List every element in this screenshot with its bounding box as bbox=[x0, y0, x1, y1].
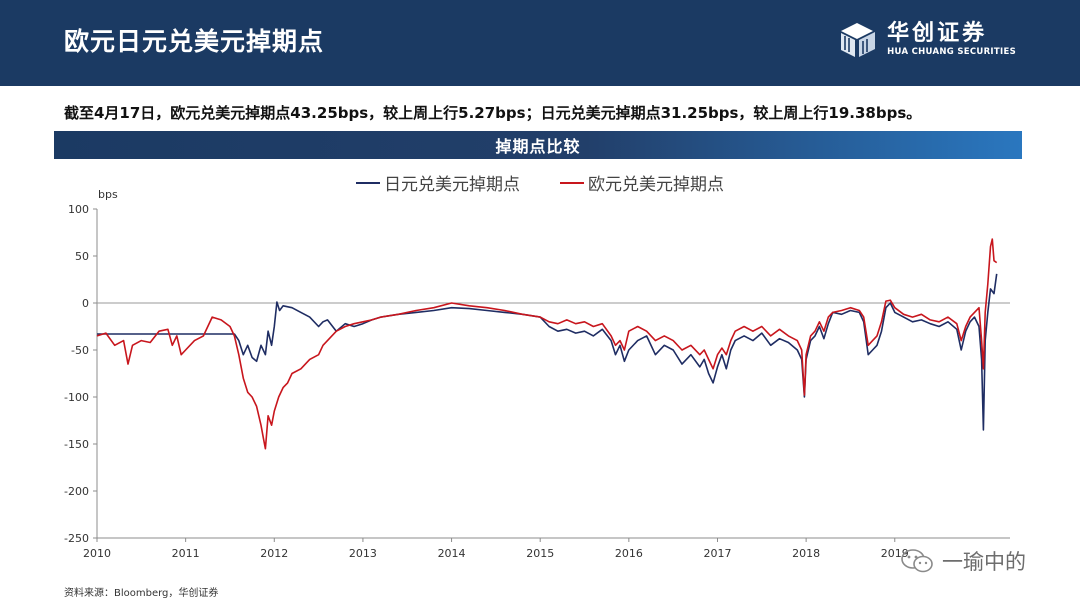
brand-cube-icon bbox=[841, 23, 876, 57]
brand-name-cn: 华创证券 bbox=[887, 21, 988, 46]
y-tick-label: -50 bbox=[71, 344, 89, 357]
source-note: 资料来源：Bloomberg，华创证券 bbox=[64, 588, 219, 599]
x-tick-label: 2011 bbox=[172, 547, 200, 560]
summary-text: 截至4月17日，欧元兑美元掉期点43.25bps，较上周上行5.27bps；日元… bbox=[64, 104, 922, 122]
x-tick-label: 2018 bbox=[792, 547, 820, 560]
legend-item-eur: 欧元兑美元掉期点 bbox=[560, 170, 724, 195]
chart-title: 掉期点比较 bbox=[495, 137, 581, 156]
x-tick-label: 2013 bbox=[349, 547, 377, 560]
x-tick-label: 2014 bbox=[438, 547, 466, 560]
y-tick-label: 50 bbox=[75, 250, 89, 263]
x-tick-label: 2015 bbox=[526, 547, 554, 560]
wechat-watermark: 一瑜中的 bbox=[900, 546, 1026, 576]
x-tick-label: 2017 bbox=[703, 547, 731, 560]
y-tick-label: 100 bbox=[68, 203, 89, 216]
series-line-jpy bbox=[97, 273, 998, 431]
chart-legend: 日元兑美元掉期点 欧元兑美元掉期点 bbox=[0, 170, 1080, 195]
series-line-eur bbox=[96, 238, 998, 450]
y-tick-label: -200 bbox=[64, 485, 89, 498]
chart-title-bar: 掉期点比较 bbox=[54, 131, 1022, 159]
x-tick-label: 2010 bbox=[83, 547, 111, 560]
y-unit-label: bps bbox=[98, 188, 118, 201]
page-title: 欧元日元兑美元掉期点 bbox=[64, 27, 325, 56]
legend-swatch-jpy bbox=[356, 181, 380, 184]
legend-item-jpy: 日元兑美元掉期点 bbox=[356, 170, 520, 195]
legend-label-jpy: 日元兑美元掉期点 bbox=[384, 175, 520, 195]
brand-name-en: HUA CHUANG SECURITIES bbox=[887, 47, 1016, 57]
wechat-icon bbox=[901, 549, 933, 573]
y-tick-label: -250 bbox=[64, 532, 89, 545]
y-tick-label: 0 bbox=[82, 297, 89, 310]
brand-logo-block: 华创证券 HUA CHUANG SECURITIES bbox=[837, 18, 1016, 62]
legend-swatch-eur bbox=[560, 181, 584, 184]
x-tick-label: 2016 bbox=[615, 547, 643, 560]
y-tick-label: -150 bbox=[64, 438, 89, 451]
header-bar: 欧元日元兑美元掉期点 华创证券 HUA CHUANG SECURITIES bbox=[0, 0, 1080, 86]
legend-label-eur: 欧元兑美元掉期点 bbox=[588, 175, 724, 195]
y-tick-label: -100 bbox=[64, 391, 89, 404]
watermark-text: 一瑜中的 bbox=[942, 550, 1026, 574]
x-tick-label: 2012 bbox=[260, 547, 288, 560]
